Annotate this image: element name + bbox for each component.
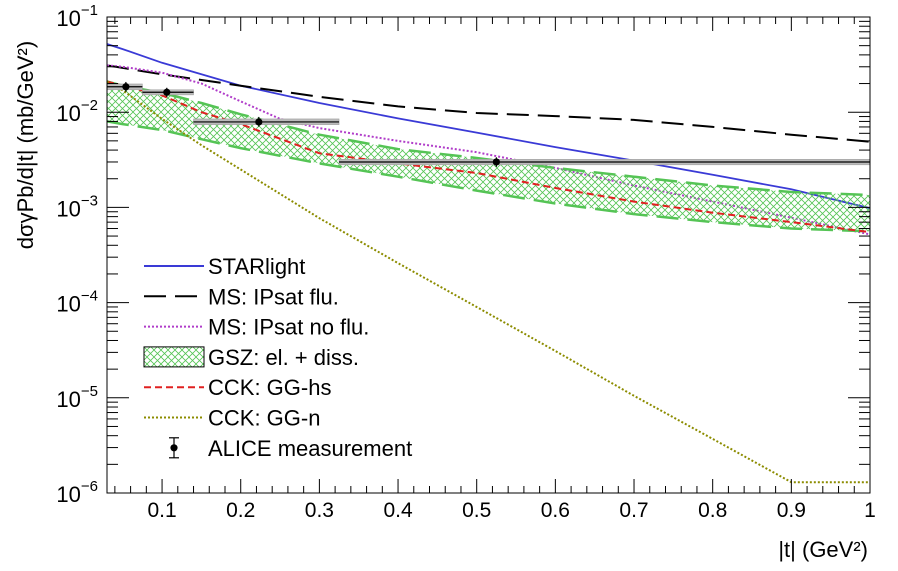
x-tick-label: 0.7 [619, 499, 648, 522]
x-tick-label: 0.9 [777, 499, 806, 522]
y-tick-label: 10−3 [56, 192, 98, 221]
series-starlight-line [107, 43, 870, 210]
plot-frame [106, 16, 871, 494]
series-ms-ipsat-flu-line [107, 64, 870, 143]
legend-item-alice-measurement: ALICE measurement [169, 436, 412, 461]
legend-item-ms-ipsat-no-flu: MS: IPsat no flu. [144, 315, 369, 340]
legend-label: MS: IPsat flu. [208, 284, 339, 309]
series-gsz-el-diss-upper-edge [107, 80, 870, 197]
legend-label: STARlight [208, 254, 305, 279]
y-axis-label: dσγPb/d|t| (mb/GeV²) [13, 41, 38, 249]
alice-point-1 [107, 81, 143, 92]
x-tick-label: 0.8 [698, 499, 727, 522]
legend-item-starlight: STARlight [144, 254, 305, 279]
legend-label: GSZ: el. + diss. [208, 345, 359, 370]
axes: 0.1 0.2 0.3 0.4 0.5 0.6 0.7 0.8 0.9 1 10−6 10−5 10−4… [56, 2, 875, 522]
legend-item-ms-ipsat-flu: MS: IPsat flu. [144, 284, 339, 309]
legend-label: CCK: GG-n [208, 406, 320, 431]
series-gsz-el-diss-band [107, 81, 870, 232]
y-tick-label: 10−6 [56, 478, 98, 507]
legend: STARlight MS: IPsat flu. MS: IPsat no flu.… [143, 254, 412, 461]
alice-point-marker [122, 83, 130, 91]
y-tick-label: 10−1 [56, 2, 98, 31]
y-tick-label: 10−4 [56, 288, 98, 317]
x-tick-label: 0.3 [305, 499, 334, 522]
x-tick-label: 0.6 [541, 499, 570, 522]
legend-label: CCK: GG-hs [208, 375, 331, 400]
legend-label: MS: IPsat no flu. [208, 315, 369, 340]
legend-swatch [143, 346, 205, 368]
y-tick-label: 10−5 [56, 383, 98, 412]
legend-label: ALICE measurement [208, 436, 412, 461]
series-gsz-el-diss-lower-edge [107, 120, 870, 233]
alice-point-marker [492, 158, 500, 166]
alice-point-3 [193, 116, 340, 127]
x-tick-label: 1 [864, 499, 876, 522]
x-tick-label: 0.1 [147, 499, 176, 522]
x-axis-label: |t| (GeV²) [778, 537, 868, 562]
legend-item-gsz-el-diss: GSZ: el. + diss. [143, 345, 359, 370]
alice-point-4 [338, 157, 870, 167]
alice-point-2 [142, 87, 194, 97]
legend-item-cck-gg-hs: CCK: GG-hs [144, 375, 331, 400]
alice-point-marker [163, 88, 171, 96]
plot-area [107, 43, 870, 484]
alice-point-marker [255, 118, 263, 126]
legend-swatch-marker [170, 444, 178, 452]
legend-item-cck-gg-n: CCK: GG-n [144, 406, 320, 431]
x-tick-label: 0.4 [383, 499, 413, 522]
x-tick-label: 0.5 [462, 499, 491, 522]
y-tick-label: 10−2 [56, 97, 98, 126]
x-tick-label: 0.2 [226, 499, 255, 522]
